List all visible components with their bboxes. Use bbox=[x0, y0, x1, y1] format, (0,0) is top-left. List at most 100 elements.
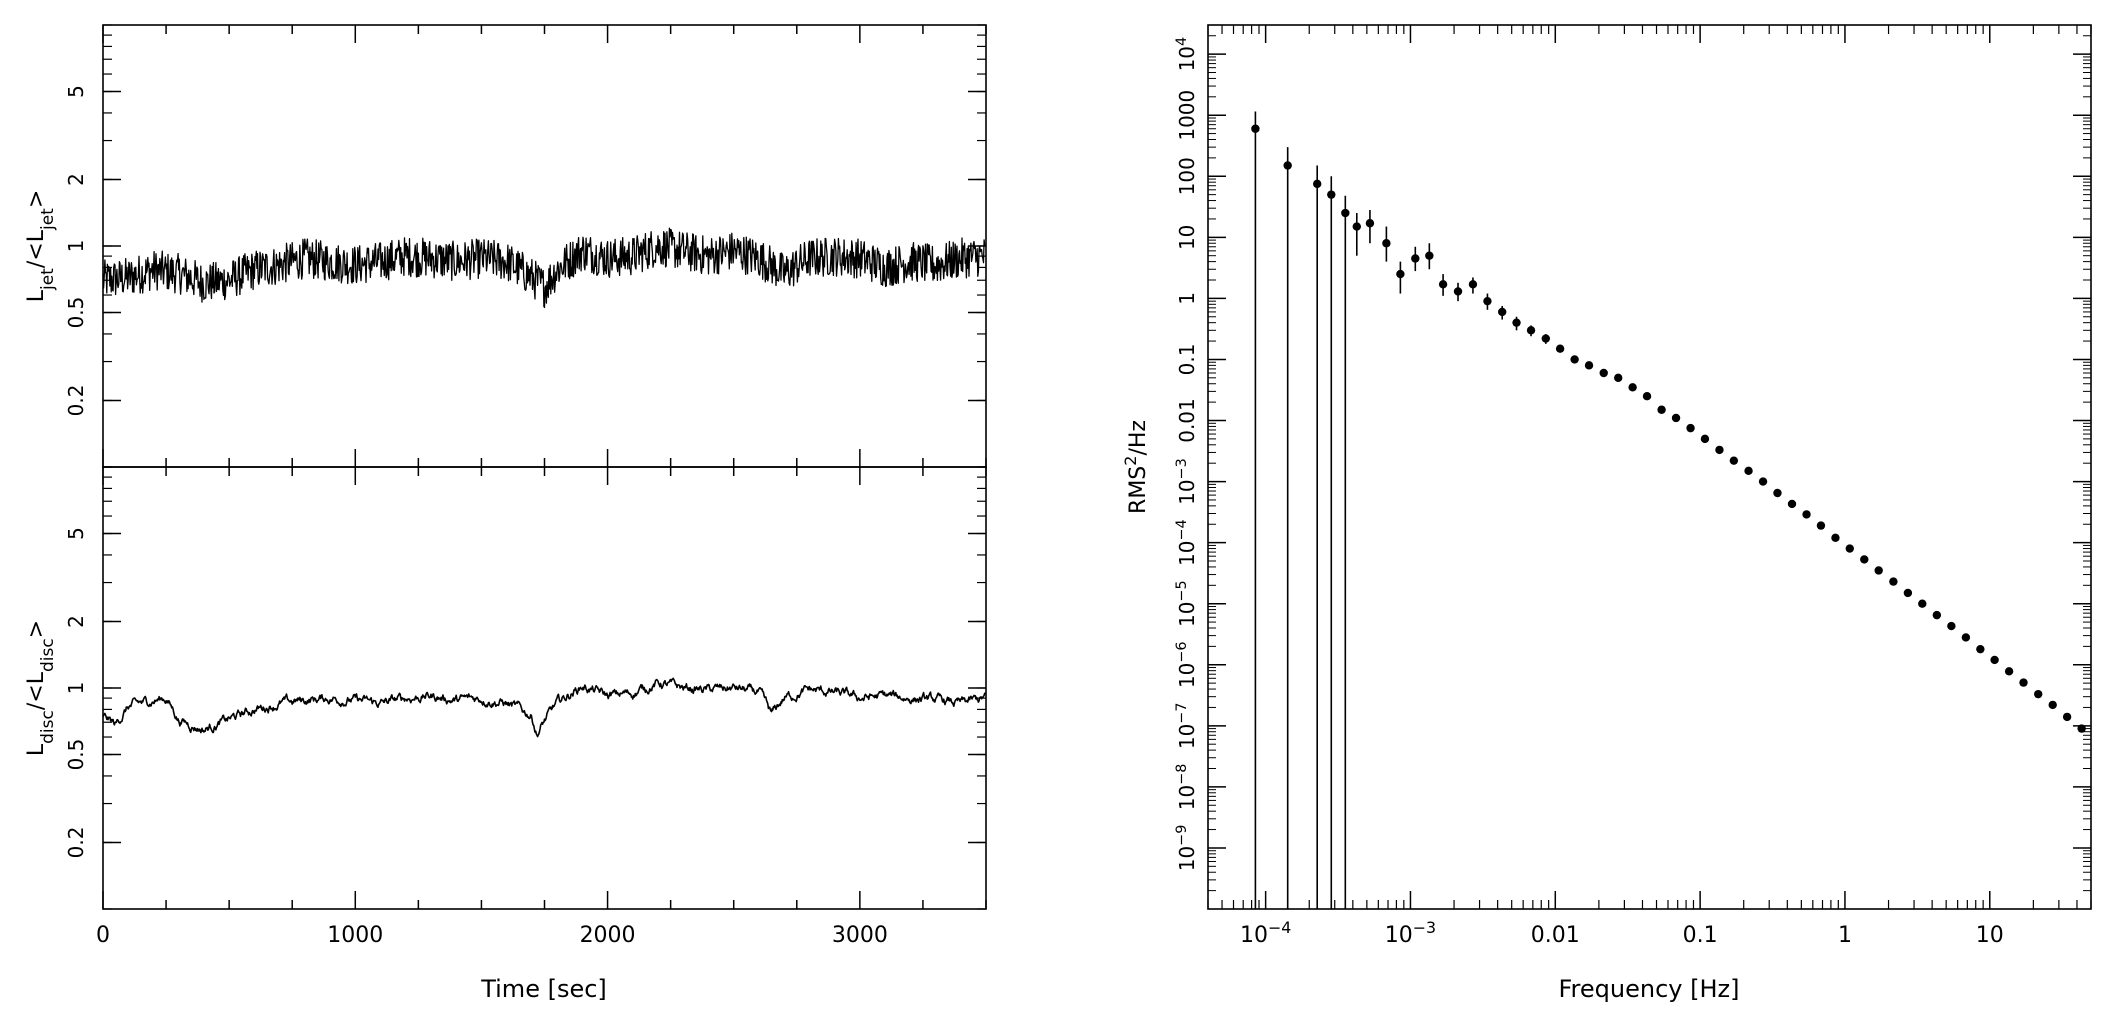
y-axis-label-disc: Ldisc/<Ldisc> bbox=[24, 620, 58, 756]
psd-tick-label: 1000 bbox=[1175, 90, 1199, 141]
psd-ytick-label-group: 0.01 bbox=[1175, 398, 1199, 443]
psd-point bbox=[1570, 355, 1579, 364]
time-tick-label: 3000 bbox=[832, 923, 888, 948]
psd-point bbox=[1932, 610, 1942, 620]
psd-point bbox=[1614, 373, 1623, 383]
jet-ytick-label: 2 bbox=[64, 173, 88, 186]
psd-tick-label: 0.1 bbox=[1175, 344, 1199, 376]
psd-tick-label: 0.01 bbox=[1175, 398, 1199, 443]
psd-ytick-label-group: 10 bbox=[1175, 225, 1199, 250]
plot-frame-top bbox=[102, 24, 987, 468]
freq-tick-label: 10 bbox=[1976, 923, 2004, 948]
psd-tick-label: 10−3 bbox=[1174, 458, 1199, 505]
psd-ytick-label-group: 10−3 bbox=[1174, 458, 1199, 505]
psd-ytick-label-group: 1 bbox=[1175, 292, 1199, 305]
psd-point bbox=[1512, 318, 1521, 327]
psd-ytick-label-group: 10−5 bbox=[1174, 580, 1199, 627]
psd-point bbox=[1468, 280, 1478, 289]
jet-ytick-label: 1 bbox=[64, 240, 88, 253]
psd-point bbox=[1642, 392, 1652, 401]
freq-tick-label: 10−4 bbox=[1240, 918, 1291, 949]
psd-point bbox=[1628, 383, 1637, 392]
psd-point bbox=[1341, 208, 1350, 218]
psd-point bbox=[1657, 405, 1666, 414]
psd-point bbox=[1382, 239, 1391, 248]
psd-ytick-label-group: 10−9 bbox=[1174, 825, 1199, 872]
freq-tick-label: 0.01 bbox=[1531, 923, 1580, 948]
disc-ytick-label: 0.2 bbox=[64, 827, 88, 859]
psd-point bbox=[1903, 588, 1913, 598]
psd-point bbox=[1889, 577, 1898, 586]
psd-ytick-label-group: 104 bbox=[1174, 37, 1199, 72]
psd-point bbox=[1555, 344, 1565, 353]
psd-point bbox=[1860, 555, 1869, 564]
psd-point bbox=[1874, 566, 1883, 575]
psd-point bbox=[1312, 179, 1322, 189]
psd-point bbox=[2062, 712, 2072, 722]
disc-ytick-label: 0.5 bbox=[64, 739, 88, 771]
disc-ytick-label: 5 bbox=[64, 527, 88, 540]
axis-ticks-psd: 10−4 10−3 0.01 0.1 1 1010−910−810−710−610−510… bbox=[1174, 24, 2092, 949]
psd-tick-label: 10−7 bbox=[1174, 702, 1199, 749]
psd-point bbox=[1845, 544, 1854, 553]
plot-frame-psd bbox=[1207, 24, 2092, 910]
psd-tick-label: 10−6 bbox=[1174, 641, 1199, 688]
x-axis-ticks-time: 0 1000 2000 3000 bbox=[96, 923, 888, 948]
psd-point bbox=[1327, 190, 1336, 199]
psd-point bbox=[1961, 633, 1971, 642]
psd-ytick-label-group: 0.1 bbox=[1175, 344, 1199, 376]
x-axis-label-frequency: Frequency [Hz] bbox=[1559, 975, 1740, 1003]
psd-point bbox=[1438, 280, 1448, 289]
time-tick-label: 0 bbox=[96, 923, 110, 948]
psd-point bbox=[1453, 287, 1463, 296]
psd-point bbox=[1411, 254, 1420, 263]
psd-point bbox=[1526, 326, 1536, 335]
disc-series-line bbox=[102, 677, 987, 738]
chart-jet-lightcurve: 0.2 0.5 1 2 5 Ljet/<Ljet> bbox=[24, 24, 987, 468]
psd-point bbox=[1802, 510, 1811, 519]
psd-ytick-label-group: 10−8 bbox=[1174, 764, 1199, 811]
psd-point bbox=[1425, 251, 1434, 260]
psd-point bbox=[2077, 724, 2086, 733]
psd-point bbox=[2034, 689, 2043, 699]
psd-point bbox=[1715, 445, 1724, 455]
psd-point bbox=[1686, 423, 1695, 433]
series-disc bbox=[102, 677, 987, 738]
psd-tick-label: 10−4 bbox=[1174, 519, 1199, 566]
psd-point bbox=[1918, 599, 1927, 608]
psd-tick-label: 10−9 bbox=[1174, 825, 1199, 872]
psd-point bbox=[1831, 533, 1840, 542]
psd-point bbox=[1773, 488, 1782, 498]
psd-ytick-label-group: 10−6 bbox=[1174, 641, 1199, 688]
series-psd bbox=[1251, 111, 2086, 909]
disc-ytick-label: 2 bbox=[64, 615, 88, 628]
psd-point bbox=[2004, 667, 2014, 676]
psd-point bbox=[1483, 296, 1492, 306]
psd-ytick-label-group: 10−4 bbox=[1174, 519, 1199, 566]
psd-point bbox=[1584, 361, 1594, 370]
psd-point bbox=[1816, 521, 1826, 530]
psd-point bbox=[1498, 307, 1507, 317]
plot-frame-bottom bbox=[102, 466, 987, 910]
psd-point bbox=[1283, 161, 1292, 170]
psd-tick-label: 10−5 bbox=[1174, 580, 1199, 627]
psd-point bbox=[2019, 678, 2028, 687]
psd-point bbox=[1541, 334, 1551, 343]
psd-point bbox=[1352, 222, 1361, 231]
series-jet bbox=[102, 227, 987, 309]
time-tick-label: 2000 bbox=[580, 923, 636, 948]
psd-point bbox=[1671, 413, 1681, 423]
freq-tick-label: 0.1 bbox=[1683, 923, 1718, 948]
freq-tick-label: 1 bbox=[1838, 923, 1852, 948]
y-axis-ticks-bottom: 0.2 0.5 1 2 5 bbox=[64, 466, 987, 910]
psd-point bbox=[2048, 700, 2057, 710]
chart-power-spectrum: 10−4 10−3 0.01 0.1 1 1010−910−810−710−610−510… bbox=[1121, 24, 2092, 1003]
jet-ytick-label: 0.5 bbox=[64, 297, 88, 329]
psd-point bbox=[1251, 124, 1260, 133]
jet-ytick-label: 5 bbox=[64, 85, 88, 98]
psd-tick-label: 10−8 bbox=[1174, 764, 1199, 811]
y-axis-label-jet: Ljet/<Ljet> bbox=[24, 190, 58, 303]
psd-point bbox=[1990, 655, 1999, 665]
